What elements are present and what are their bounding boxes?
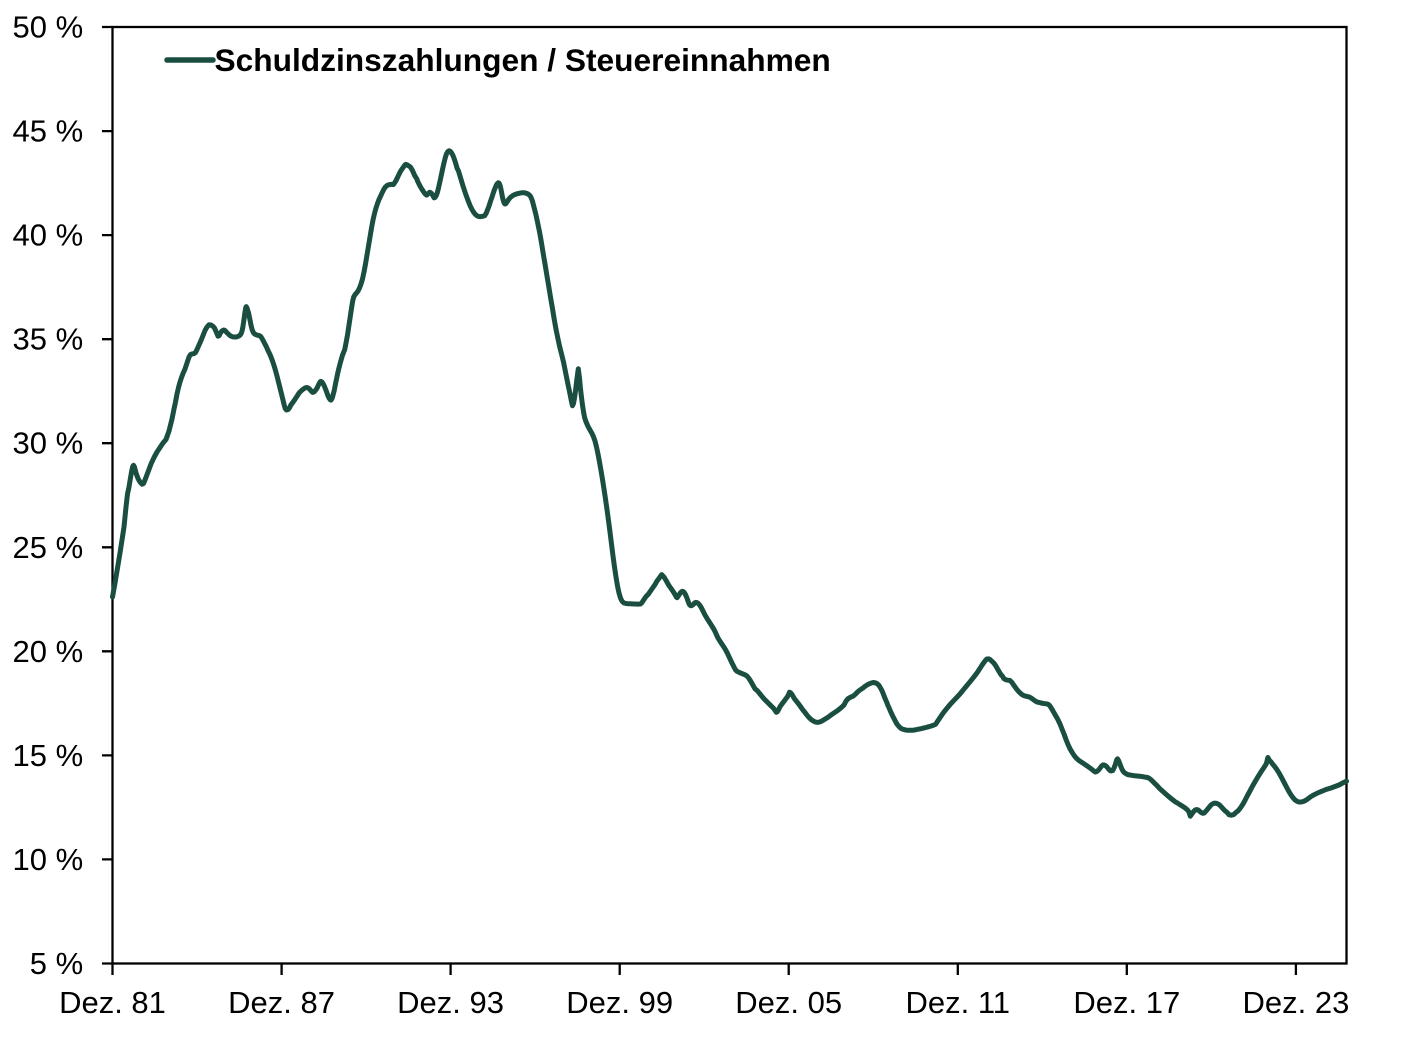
- svg-text:25 %: 25 %: [13, 530, 84, 565]
- svg-text:Schuldzinszahlungen / Steuerei: Schuldzinszahlungen / Steuereinnahmen: [215, 42, 831, 78]
- svg-text:30 %: 30 %: [13, 426, 84, 461]
- svg-text:Dez. 93: Dez. 93: [397, 985, 504, 1020]
- svg-text:Dez. 17: Dez. 17: [1073, 985, 1180, 1020]
- svg-text:Dez. 23: Dez. 23: [1242, 985, 1349, 1020]
- svg-text:15 %: 15 %: [13, 738, 84, 773]
- svg-text:45 %: 45 %: [13, 114, 84, 149]
- svg-text:20 %: 20 %: [13, 634, 84, 669]
- svg-text:Dez. 11: Dez. 11: [906, 985, 1011, 1020]
- svg-text:Dez. 05: Dez. 05: [735, 985, 842, 1020]
- svg-text:50 %: 50 %: [13, 10, 84, 45]
- svg-text:Dez. 99: Dez. 99: [566, 985, 673, 1020]
- svg-text:Dez. 87: Dez. 87: [228, 985, 335, 1020]
- svg-text:40 %: 40 %: [13, 218, 84, 253]
- svg-text:5 %: 5 %: [30, 946, 83, 981]
- svg-text:Dez. 81: Dez. 81: [59, 985, 166, 1020]
- svg-text:10 %: 10 %: [13, 842, 84, 877]
- svg-text:35 %: 35 %: [13, 322, 84, 357]
